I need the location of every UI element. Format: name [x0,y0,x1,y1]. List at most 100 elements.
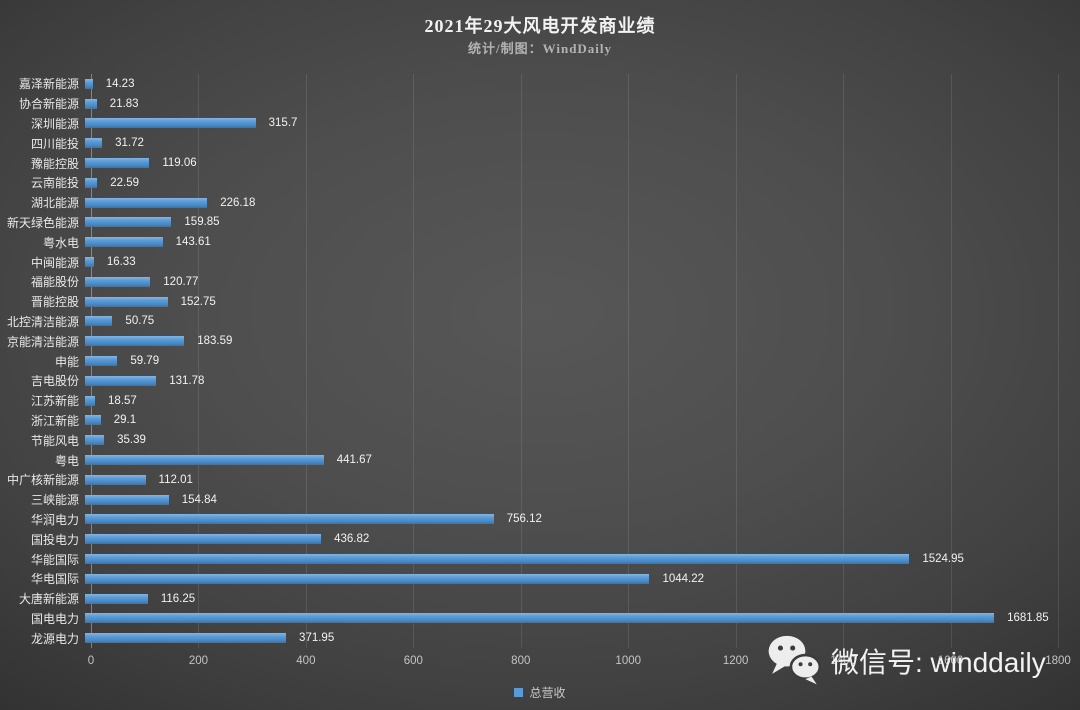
bar-track: 183.59 [85,331,1058,351]
bar [85,474,146,485]
category-label: 浙江新能 [30,413,79,428]
gridline [198,74,200,648]
bar-value-label: 22.59 [110,176,139,189]
bar [85,455,324,466]
bar-row: 粤水电 143.61 [0,232,1058,252]
x-tick-label: 1200 [722,655,749,667]
bar-track: 116.25 [85,589,1058,609]
bar-row: 龙源电力 371.95 [0,628,1058,648]
bar-value-label: 21.83 [109,97,139,110]
bar-value-label: 436.82 [334,533,370,546]
bar [85,138,103,149]
category-label: 新天绿色能源 [6,215,79,230]
category-label: 豫能控股 [30,156,79,171]
bar-track: 16.33 [85,252,1058,272]
category-label: 华能国际 [30,552,79,567]
watermark: 微信号: winddaily [766,632,1046,690]
category-label: 福能股份 [30,275,79,290]
category-label: 龙源电力 [30,631,79,646]
bar-value-label: 1524.95 [922,553,964,566]
bar-value-label: 35.39 [117,434,146,447]
bar-track: 143.61 [85,232,1058,252]
x-tick-label: 1000 [615,655,642,667]
wechat-icon [766,633,822,690]
bar-row: 豫能控股 119.06 [0,153,1058,173]
bar [85,593,148,604]
bar-value-label: 159.85 [184,216,220,229]
bar-track: 29.1 [85,411,1058,431]
category-label: 三峡能源 [30,493,79,508]
bar-track: 22.59 [85,173,1058,193]
bar-track: 59.79 [85,351,1058,371]
category-label: 节能风电 [30,433,79,448]
bar-value-label: 131.78 [169,374,205,387]
bar-value-label: 18.57 [108,394,137,407]
legend-label: 总营收 [529,686,566,700]
bar-track: 131.78 [85,371,1058,391]
bar [85,633,287,644]
category-label: 中广核新能源 [6,473,79,488]
bar-track: 18.57 [85,391,1058,411]
category-label: 四川能投 [30,136,79,151]
bar [85,415,101,426]
bar-track: 120.77 [85,272,1058,292]
bar-value-label: 183.59 [197,335,233,348]
bar-track: 226.18 [85,193,1058,213]
bar-row: 嘉泽新能源 14.23 [0,74,1058,94]
category-label: 华润电力 [30,512,79,527]
gridline [520,74,522,648]
bar-value-label: 441.67 [336,454,372,467]
bar-value-label: 120.77 [163,275,199,288]
bar-track: 1524.95 [85,549,1058,569]
gridline [950,74,952,648]
bar-value-label: 226.18 [220,196,256,209]
gridline [305,74,307,648]
bar [85,98,97,109]
bar-track: 436.82 [85,529,1058,549]
plot-area: 嘉泽新能源 14.23 协合新能源 21.83 深圳能源 315.7 四川能投 31.72 豫能… [7,74,1059,648]
bar-row: 北控清洁能源 50.75 [0,312,1058,332]
bar-value-label: 59.79 [130,355,160,368]
bar [85,554,910,565]
bar-row: 吉电股份 131.78 [0,371,1058,391]
x-tick-label: 1600 [937,655,964,667]
category-label: 晋能控股 [30,295,79,310]
chart-title: 2021年29大风电开发商业绩 [424,16,656,36]
bar-value-label: 29.1 [113,414,137,427]
bar [85,78,93,89]
bar-track: 154.84 [85,490,1058,510]
category-label: 嘉泽新能源 [18,77,79,92]
bar-row: 协合新能源 21.83 [0,94,1058,114]
bar-value-label: 154.84 [181,493,217,506]
bar-value-label: 116.25 [160,592,196,605]
bar-row: 新天绿色能源 159.85 [0,213,1058,233]
x-tick-label: 1800 [1045,655,1071,667]
bar-track: 315.7 [85,114,1058,134]
bar-row: 国电电力 1681.85 [0,609,1058,629]
category-label: 吉电股份 [30,374,79,389]
bar [85,613,995,624]
category-label: 粤水电 [42,235,79,250]
bar-row: 中广核新能源 112.01 [0,470,1058,490]
bar-row: 节能风电 35.39 [0,430,1058,450]
gridline [1058,74,1059,648]
category-label: 华电国际 [30,572,79,587]
bar-row: 国投电力 436.82 [0,529,1058,549]
gridline [628,74,630,648]
bar-row: 福能股份 120.77 [0,272,1058,292]
gridline [843,74,845,648]
legend: 总营收 [0,684,1080,701]
gridline [413,74,415,648]
bar-track: 119.06 [85,153,1058,173]
bar [85,197,208,208]
bar-value-label: 50.75 [125,315,155,328]
bar-rows: 嘉泽新能源 14.23 协合新能源 21.83 深圳能源 315.7 四川能投 31.72 豫能… [0,74,1058,648]
bar-track: 756.12 [85,510,1058,530]
x-tick-label: 200 [188,655,209,667]
bar-track: 35.39 [85,430,1058,450]
bar-track: 1681.85 [85,609,1058,629]
bar [85,257,94,268]
x-tick-label: 800 [511,655,531,667]
category-label: 国投电力 [30,532,79,547]
